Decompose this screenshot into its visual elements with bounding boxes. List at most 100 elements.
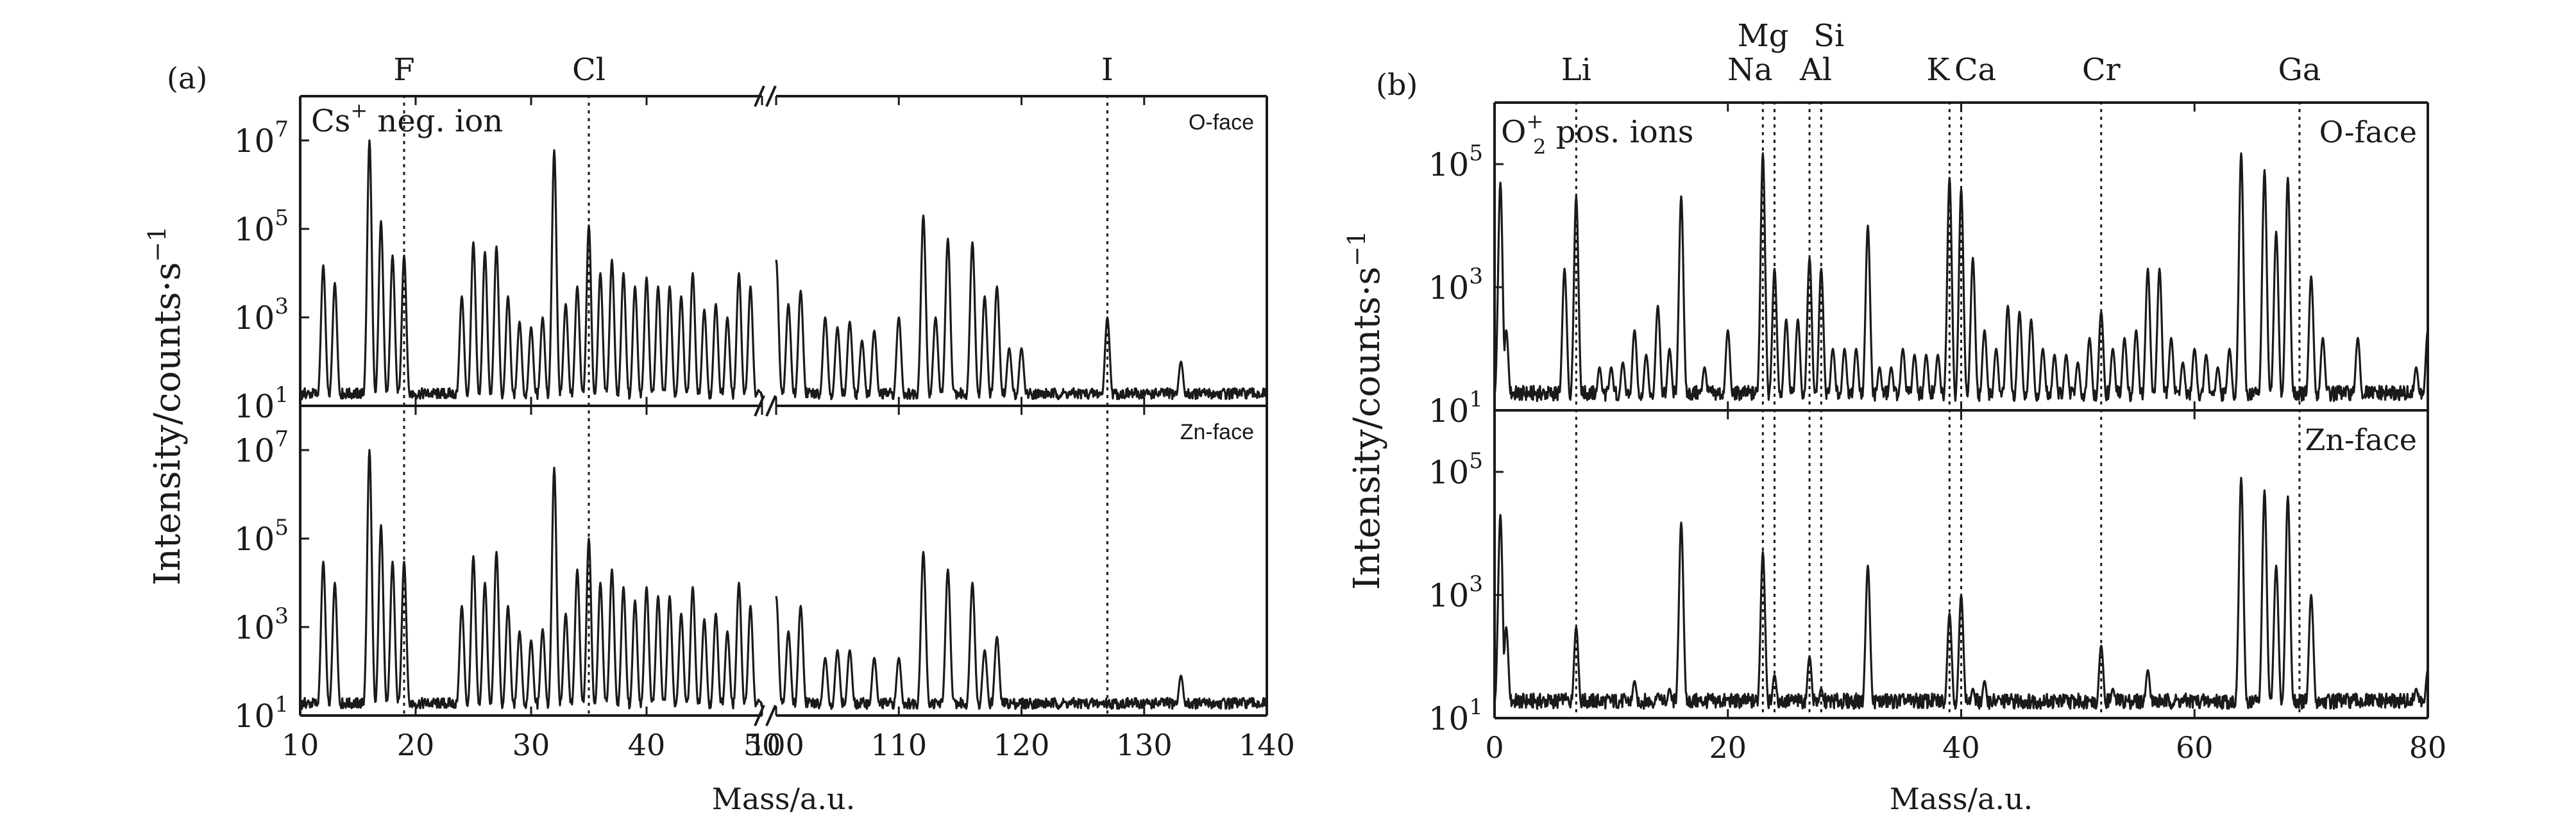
panel-a-xtick-label: 10: [282, 728, 319, 762]
panel-b-ytick-label: 105: [1428, 140, 1483, 183]
panel-a-trace-o-face: [299, 139, 1268, 401]
panel-a-ytick-label: 103: [234, 603, 289, 646]
panel-b-ylabel-text: Intensity/counts·s: [1346, 267, 1388, 590]
panel-a-ytick-label-exp: 3: [275, 603, 289, 629]
panel-a-annotation-rest: neg. ion: [368, 103, 503, 139]
panel-b-ytick-label-base: 10: [1428, 392, 1470, 430]
panel-a-ytick-label: 105: [234, 205, 289, 248]
panel-a-ytick-label: 103: [234, 294, 289, 337]
panel-b-marker-label-si: Si: [1813, 18, 1844, 54]
panel-b-marker-label-li: Li: [1561, 52, 1591, 88]
panel-a-xtick-label: 20: [397, 728, 435, 762]
panel-b-ytick-label: 101: [1428, 694, 1483, 737]
panel-b-ytick-label: 105: [1428, 448, 1483, 491]
panel-a-axis-break: [765, 705, 777, 726]
panel-b-marker-label-ca: Ca: [1954, 52, 1996, 88]
panel-a-ytick-label-exp: 1: [275, 382, 289, 408]
panel-a-ytick-label-exp: 7: [275, 117, 289, 142]
panel-a-xtick-label: 130: [1116, 728, 1173, 762]
panel-a-series-label-0: O-face: [1189, 110, 1254, 135]
panel-a-ytick-label-base: 10: [234, 211, 275, 248]
panel-a-series-label-1: Zn-face: [1180, 420, 1254, 444]
panel-a-xtick-label: 50: [743, 728, 781, 762]
panel-a-axis-break: [765, 85, 777, 107]
panel-a-ytick-label-exp: 5: [275, 515, 289, 540]
panel-a-ytick-label-exp: 3: [275, 294, 289, 319]
panel-b-xlabel: Mass/a.u.: [1890, 782, 2033, 816]
panel-b-xtick-label: 40: [1942, 730, 1980, 765]
panel-a-ylabel: Intensity/counts·s−1: [143, 226, 189, 586]
panel-a-xtick-label: 110: [870, 728, 927, 762]
panel-a-ytick-label-base: 10: [234, 432, 275, 469]
panel-b-ytick-label: 103: [1428, 571, 1483, 614]
panel-a-axis-break: [754, 395, 765, 417]
panel-a-ytick-label: 101: [234, 692, 289, 735]
panel-a-ytick-label-base: 10: [234, 122, 275, 160]
panel-a-xtick-label: 100: [748, 728, 804, 762]
panel-a-ytick-label-exp: 5: [275, 205, 289, 231]
panel-b-ytick-label-base: 10: [1428, 577, 1470, 614]
panel-b-ytick-label-base: 10: [1428, 146, 1470, 183]
panel-a-axis-break: [765, 395, 777, 417]
panel-a-ytick-label-exp: 7: [275, 426, 289, 452]
panel-a-ytick-label: 101: [234, 382, 289, 425]
panel-b-ylabel-exponent: −1: [1343, 231, 1371, 267]
panel-a-ytick-label-exp: 1: [275, 692, 289, 717]
panel-b-ytick-label: 101: [1428, 387, 1483, 430]
panel-b-marker-label-ga: Ga: [2278, 52, 2321, 88]
panel-b-ytick-label-base: 10: [1428, 700, 1470, 737]
panel-b-marker-label-mg: Mg: [1738, 18, 1789, 54]
panel-b-ytick-label-exp: 3: [1469, 264, 1483, 289]
panel-b-trace-zn-face: [1493, 476, 2429, 710]
panel-a-ytick-label-base: 10: [234, 388, 275, 425]
panel-a-ytick-label: 107: [234, 117, 289, 160]
panel-a-axis-break: [754, 705, 765, 726]
panel-b-xtick-label: 60: [2176, 730, 2214, 765]
panel-b-ytick-label-base: 10: [1428, 454, 1470, 491]
panel-b-xtick-label: 20: [1709, 730, 1747, 765]
panel-a-marker-label-cl: Cl: [572, 52, 606, 88]
panel-b-ytick-label-exp: 1: [1469, 387, 1483, 412]
panel-a-axis-break: [754, 85, 765, 107]
panel-b-marker-label-cr: Cr: [2082, 52, 2121, 88]
panel-a-annotation-main: Cs: [311, 103, 350, 139]
panel-b-xtick-label: 80: [2409, 730, 2447, 765]
panel-a-xlabel: Mass/a.u.: [712, 782, 856, 816]
panel-a-ytick-label-base: 10: [234, 698, 275, 735]
panel-b-annotation: O+ 2 pos. ions: [1501, 109, 1693, 159]
panel-b-ytick-label-exp: 1: [1469, 694, 1483, 720]
panel-a-xtick-label: 120: [994, 728, 1050, 762]
panel-a-marker-label-i: I: [1101, 52, 1114, 88]
panel-b-series-label-1: Zn-face: [2305, 423, 2417, 457]
panel-b-xtick-label: 0: [1485, 730, 1504, 765]
panel-b-label: (b): [1376, 67, 1418, 102]
panel-a-label: (a): [167, 61, 207, 96]
panel-b-ytick-label: 103: [1428, 264, 1483, 306]
panel-b-marker-label-al: Al: [1799, 52, 1832, 88]
panel-b-series-label-0: O-face: [2319, 115, 2417, 149]
panel-a-ytick-label-base: 10: [234, 521, 275, 558]
panel-b-annotation-sub: 2: [1533, 135, 1546, 159]
panel-a-annotation-sup: +: [350, 98, 368, 122]
panel-a-trace-zn-face: [299, 449, 1268, 710]
panel-a-xtick-label: 30: [513, 728, 550, 762]
panel-b-annotation-main: O: [1501, 114, 1526, 150]
panel-a-ylabel-text: Intensity/counts·s: [147, 262, 189, 586]
panel-a-xtick-label: 140: [1239, 728, 1295, 762]
panel-b-ylabel: Intensity/counts·s−1: [1343, 231, 1388, 590]
panel-a-ytick-label: 105: [234, 515, 289, 558]
panel-b-annotation-sup: +: [1526, 109, 1543, 133]
panel-b-marker-label-na: Na: [1727, 52, 1773, 88]
panel-a-marker-label-f: F: [393, 52, 414, 88]
panel-b-ytick-label-exp: 3: [1469, 571, 1483, 597]
panel-b-marker-label-k: K: [1926, 52, 1950, 88]
panel-b-annotation-rest: pos. ions: [1546, 114, 1694, 150]
panel-a-annotation: Cs+ neg. ion: [311, 98, 503, 139]
panel-a-ytick-label: 107: [234, 426, 289, 469]
panel-b-ytick-label-exp: 5: [1469, 140, 1483, 166]
panel-a-ytick-label-base: 10: [234, 299, 275, 337]
panel-a-xtick-label: 40: [628, 728, 666, 762]
panel-a-ytick-label-base: 10: [234, 609, 275, 646]
panel-b-ytick-label-exp: 5: [1469, 448, 1483, 474]
